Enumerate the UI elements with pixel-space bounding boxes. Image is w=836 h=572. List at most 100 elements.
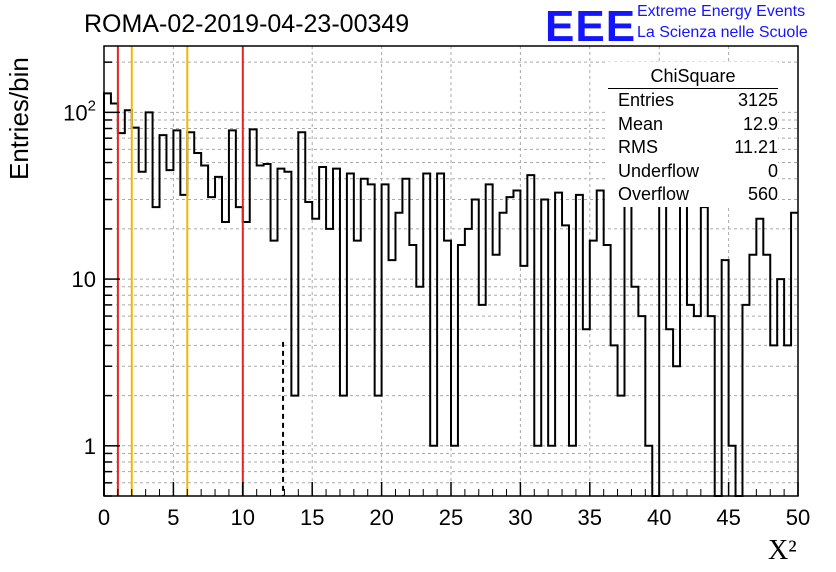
x-tick-label: 5 [167, 505, 179, 530]
histogram-bin [645, 446, 652, 496]
stats-label: Entries [618, 90, 675, 110]
x-tick-label: 10 [231, 505, 255, 530]
stats-label: Overflow [618, 184, 690, 205]
stats-row: Underflow 0 [608, 160, 778, 184]
stats-title: ChiSquare [608, 62, 778, 89]
histogram-bin [583, 329, 590, 496]
histogram-bin [298, 132, 305, 496]
histogram-bin [562, 225, 569, 496]
histogram-bin [729, 446, 736, 496]
histogram-bin [166, 170, 173, 496]
histogram-bin [139, 172, 146, 496]
histogram-bin [534, 446, 541, 496]
stats-value: 12.9 [742, 113, 778, 134]
histogram-bin [486, 184, 493, 496]
logo-line-2: La Scienza nelle Scuole [637, 24, 808, 41]
histogram-bin [631, 287, 638, 496]
histogram-bin [423, 173, 430, 496]
stats-label: Mean [618, 113, 664, 134]
histogram-bin [756, 219, 763, 496]
histogram-bin [430, 446, 437, 496]
histogram-bin [625, 184, 632, 496]
histogram-bin [236, 207, 243, 496]
histogram-bin [257, 165, 264, 496]
histogram-bin [118, 133, 125, 496]
stats-value: 11.21 [734, 137, 778, 158]
histogram-bin [319, 167, 326, 496]
stats-box: ChiSquare Entries 3125 Mean 12.9 RMS 11.21 … [608, 62, 778, 207]
histogram-bin [548, 446, 555, 496]
histogram-bin [271, 241, 278, 496]
histogram-bin [382, 184, 389, 496]
axes: 0 5 10 15 20 25 30 35 40 45 50 1 10 102 [63, 61, 810, 530]
histogram-bin [291, 396, 298, 496]
histogram-bin [389, 260, 396, 496]
x-tick-label: 25 [439, 505, 463, 530]
histogram-bin [680, 188, 687, 496]
histogram-bin [340, 396, 347, 496]
histogram-bin [749, 255, 756, 496]
histogram-bin [618, 396, 625, 496]
histogram-bin [215, 177, 222, 496]
stats-label: RMS [618, 137, 658, 158]
x-tick-label: 30 [508, 505, 532, 530]
histogram-bin [708, 316, 715, 496]
histogram-bin [666, 329, 673, 496]
stats-value: 3125 [737, 90, 778, 110]
histogram-bin [180, 195, 187, 496]
histogram-bin [437, 173, 444, 496]
histogram-bin [229, 130, 236, 496]
y-tick-label: 1 [84, 434, 96, 459]
histogram-bin [604, 245, 611, 496]
histogram-bin [673, 366, 680, 496]
histogram-bin [590, 241, 597, 496]
histogram-bin [354, 241, 361, 496]
histogram-bin [347, 173, 354, 496]
y-tick-label: 10 [72, 267, 96, 292]
x-axis-label: X² [768, 535, 797, 567]
y-tick-label: 102 [63, 97, 96, 125]
histogram-bin [125, 110, 132, 496]
histogram-bin [444, 241, 451, 496]
histogram-bin [160, 135, 167, 496]
histogram-bin [576, 195, 583, 496]
y-axis-label: Entries/bin [4, 57, 34, 180]
x-tick-label: 35 [578, 505, 602, 530]
histogram-outline [103, 92, 798, 497]
histogram-bin [375, 396, 382, 496]
histogram-bin [569, 446, 576, 496]
histogram-bin [264, 164, 271, 496]
histogram-bin [458, 245, 465, 496]
histogram-bin [500, 213, 507, 496]
histogram-bin [513, 190, 520, 496]
histogram-bin [611, 345, 618, 496]
histogram-bin [520, 266, 527, 496]
histogram-bin [187, 132, 194, 496]
histogram-bin [527, 175, 534, 496]
x-tick-label: 50 [786, 505, 810, 530]
histogram-bars [103, 92, 798, 497]
histogram-bin [493, 255, 500, 496]
x-tick-label: 20 [369, 505, 393, 530]
histogram-bin [250, 129, 257, 496]
stats-row: Overflow 560 [608, 183, 778, 207]
histogram-bin [173, 130, 180, 496]
histogram-bin [784, 345, 791, 496]
histogram-bin [479, 305, 486, 496]
stats-row: RMS 11.21 [608, 136, 778, 160]
histogram-bin [541, 200, 548, 496]
x-tick-label: 0 [98, 505, 110, 530]
histogram-bin [333, 169, 340, 496]
histogram-bin [687, 305, 694, 496]
histogram-bin [638, 316, 645, 496]
stats-value: 0 [767, 160, 778, 181]
x-axis-label-text: X² [768, 535, 797, 566]
histogram-bin [597, 190, 604, 496]
histogram-bin [722, 260, 729, 496]
histogram-bin [701, 207, 708, 496]
histogram-bin [451, 446, 458, 496]
histogram-bin [305, 202, 312, 496]
stats-row: Mean 12.9 [608, 113, 778, 137]
histogram-bin [409, 245, 416, 496]
logo-line-1: Extreme Energy Events [637, 3, 806, 20]
